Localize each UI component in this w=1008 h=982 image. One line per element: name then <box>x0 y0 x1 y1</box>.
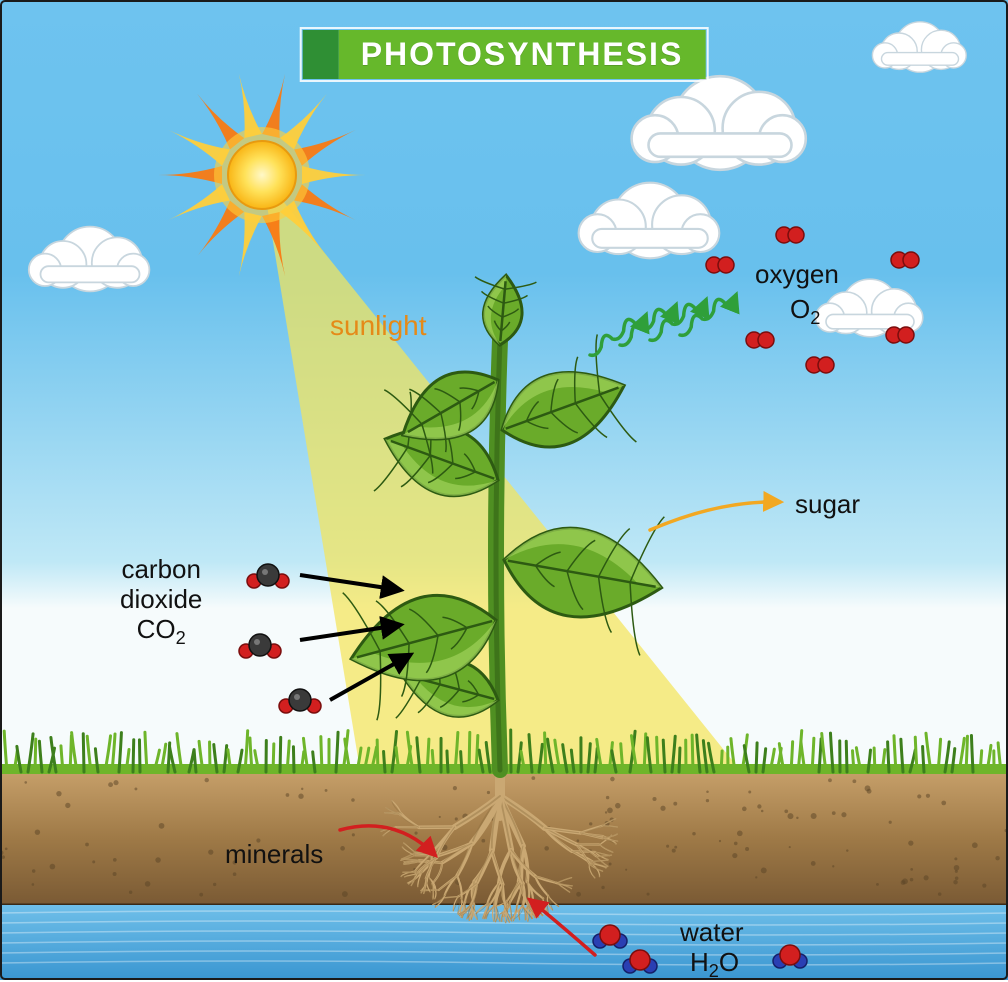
label-minerals: minerals <box>225 840 323 870</box>
title-banner: PHOTOSYNTHESIS <box>303 30 706 79</box>
label-carbon-line1: carbon <box>121 554 201 584</box>
label-carbon-dioxide: carbon dioxide CO2 <box>120 555 202 649</box>
title-accent <box>303 30 339 79</box>
label-oxygen: oxygen <box>755 260 839 290</box>
label-water-formula: H2O <box>690 948 739 982</box>
label-carbon-line2: dioxide <box>120 584 202 614</box>
title-text: PHOTOSYNTHESIS <box>339 30 706 79</box>
label-carbon-formula: CO2 <box>137 614 186 644</box>
label-oxygen-formula: O2 <box>790 295 820 329</box>
label-water: water <box>680 918 744 948</box>
label-sugar: sugar <box>795 490 860 520</box>
label-sunlight: sunlight <box>330 310 427 342</box>
